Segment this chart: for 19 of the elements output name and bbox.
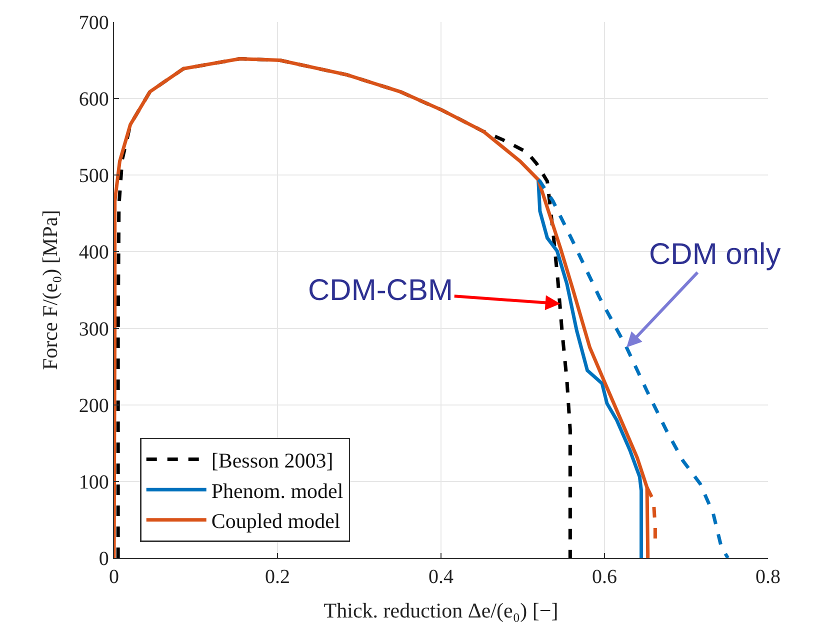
y-tick-label: 600 bbox=[78, 88, 109, 111]
x-tick-label: 0.4 bbox=[428, 566, 454, 588]
y-axis-title: Force F/(e₀) [MPa] bbox=[38, 210, 62, 370]
y-tick-label: 0 bbox=[98, 548, 109, 570]
legend-label: Phenom. model bbox=[211, 478, 344, 503]
x-tick-label: 0.8 bbox=[756, 566, 780, 588]
annotation: CDM-CBM bbox=[308, 274, 453, 307]
y-tick-label: 700 bbox=[78, 12, 109, 34]
y-tick-label: 300 bbox=[78, 318, 109, 340]
x-tick-label: 0.2 bbox=[265, 566, 290, 588]
legend-label: [Besson 2003] bbox=[211, 448, 334, 472]
y-tick-label: 100 bbox=[78, 471, 109, 494]
y-tick-label: 400 bbox=[78, 242, 109, 264]
x-axis-title: Thick. reduction Δe/(e₀) [−] bbox=[324, 598, 558, 622]
legend-label: Coupled model bbox=[211, 509, 340, 534]
x-tick-label: 0.6 bbox=[592, 566, 617, 588]
y-tick-label: 500 bbox=[78, 165, 109, 188]
y-tick-label: 200 bbox=[78, 394, 109, 417]
annotation: CDM only bbox=[649, 238, 781, 271]
